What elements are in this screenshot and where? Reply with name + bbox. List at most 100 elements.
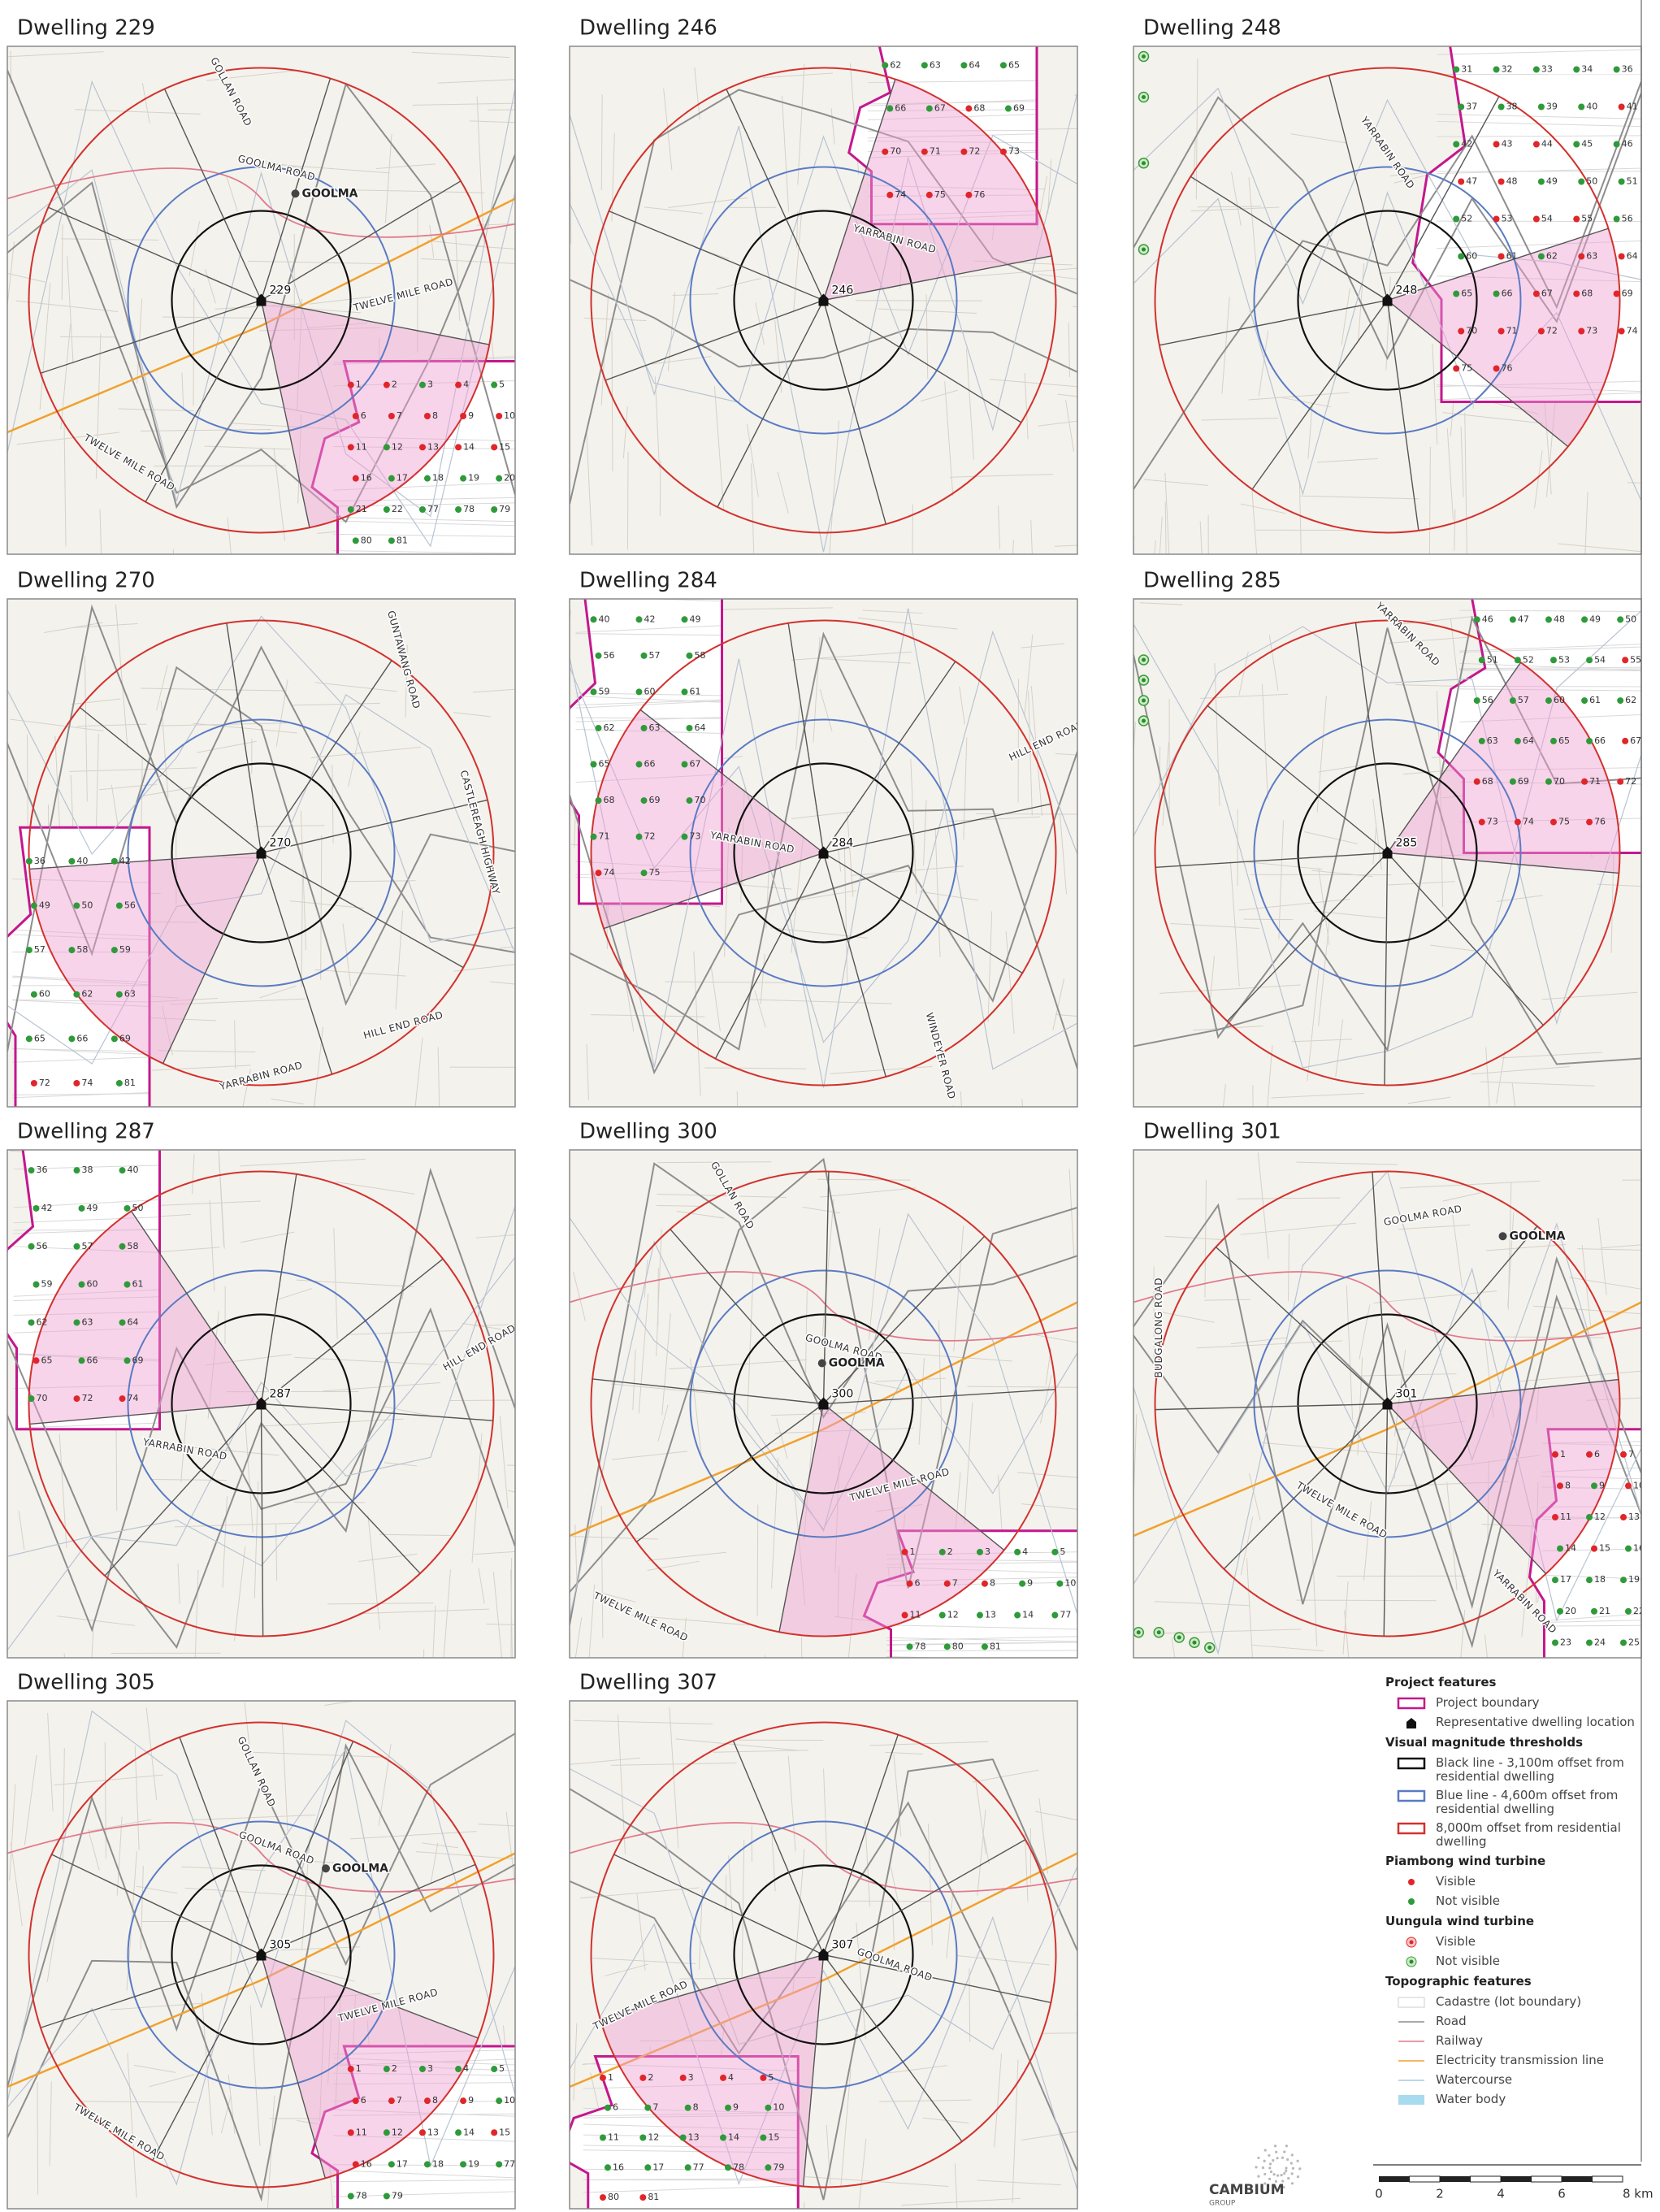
- turbine-not-visible: [460, 475, 466, 482]
- turbine-label: 18: [432, 473, 444, 484]
- turbine-not-visible: [119, 1167, 126, 1173]
- turbine-label: 65: [1558, 735, 1570, 746]
- uungula-turbine-core: [1157, 1630, 1161, 1634]
- turbine-label: 77: [693, 2162, 704, 2172]
- turbine-label: 9: [468, 410, 474, 421]
- turbine-label: 44: [1541, 139, 1553, 150]
- turbine-not-visible: [1453, 141, 1459, 148]
- legend-icon: [1385, 1954, 1436, 1969]
- turbine-label: 11: [910, 1610, 921, 1620]
- turbine-visible: [384, 382, 390, 388]
- turbine-label: 75: [934, 189, 946, 200]
- turbine-label: 57: [82, 1241, 93, 1251]
- turbine-not-visible: [1614, 216, 1620, 223]
- turbine-label: 69: [1622, 288, 1633, 299]
- turbine-label: 72: [644, 831, 656, 842]
- turbine-not-visible: [1019, 1581, 1025, 1587]
- legend-section-title: Project features: [1385, 1675, 1645, 1689]
- turbine-not-visible: [116, 902, 123, 909]
- turbine-visible: [1622, 738, 1628, 744]
- turbine-label: 66: [87, 1355, 98, 1365]
- turbine-not-visible: [1617, 697, 1623, 704]
- turbine-not-visible: [73, 991, 80, 998]
- uungula-turbine-core: [1137, 1630, 1141, 1634]
- turbine-label: 71: [1506, 326, 1518, 336]
- turbine-label: 40: [76, 856, 88, 866]
- turbine-label: 56: [1482, 695, 1493, 705]
- dwelling-label: 284: [832, 837, 854, 850]
- turbine-label: 63: [649, 722, 661, 733]
- legend-label: Project boundary: [1436, 1696, 1540, 1710]
- turbine-not-visible: [977, 1612, 983, 1619]
- legend-item: Road: [1385, 2015, 1645, 2029]
- turbine-not-visible: [419, 506, 426, 513]
- map-panel: 12345678910111213141516177778798081TWELV…: [560, 1701, 1153, 2212]
- turbine-not-visible: [455, 2066, 462, 2072]
- turbine-not-visible: [680, 2135, 687, 2141]
- turbine-label: 14: [463, 441, 475, 452]
- turbine-not-visible: [496, 2097, 502, 2104]
- turbine-label: 49: [1589, 614, 1601, 624]
- turbine-label: 64: [695, 722, 706, 733]
- turbine-not-visible: [1620, 1577, 1627, 1583]
- turbine-not-visible: [1586, 738, 1593, 744]
- turbine-not-visible: [384, 444, 390, 450]
- turbine-visible: [600, 2075, 606, 2081]
- turbine-label: 75: [1461, 363, 1472, 374]
- logo-dot: [1274, 2145, 1276, 2147]
- legend-label: Visible: [1436, 1875, 1476, 1889]
- dwelling-label: 229: [270, 284, 292, 297]
- turbine-not-visible: [1619, 179, 1625, 185]
- turbine-visible: [1458, 179, 1464, 185]
- turbine-label: 2: [392, 380, 397, 390]
- turbine-label: 1: [356, 2063, 362, 2074]
- turbine-label: 71: [1589, 776, 1601, 787]
- dwelling-label: 248: [1396, 284, 1418, 297]
- legend-item: 8,000m offset from residential dwelling: [1385, 1821, 1645, 1849]
- turbine-visible: [119, 1395, 126, 1402]
- turbine-label: 14: [1565, 1543, 1576, 1554]
- turbine-not-visible: [687, 725, 693, 731]
- map-panel: 364042495056575859606263656669727481GUNT…: [0, 599, 622, 1173]
- turbine-label: 54: [1541, 214, 1553, 224]
- turbine-label: 50: [1586, 176, 1597, 187]
- logo-dot: [1298, 2167, 1301, 2170]
- turbine-label: 7: [397, 410, 402, 421]
- turbine-visible: [1552, 1451, 1558, 1458]
- turbine-not-visible: [119, 1243, 126, 1250]
- turbine-visible: [1581, 779, 1588, 785]
- turbine-not-visible: [1474, 616, 1480, 622]
- legend-icon: [1385, 2015, 1436, 2029]
- turbine-visible: [496, 413, 502, 419]
- turbine-label: 36: [37, 1165, 48, 1175]
- turbine-label: 5: [1060, 1546, 1065, 1557]
- panel-title: Dwelling 248: [1143, 16, 1281, 41]
- turbine-label: 12: [1594, 1512, 1606, 1522]
- turbine-not-visible: [1545, 697, 1552, 704]
- dwelling-label: 307: [832, 1939, 854, 1952]
- turbine-not-visible: [1493, 67, 1500, 73]
- turbine-label: 48: [1506, 176, 1518, 187]
- turbine-not-visible: [682, 688, 688, 695]
- cadastre-line: [1296, 1600, 1436, 1601]
- logo-dot: [1297, 2175, 1299, 2178]
- turbine-not-visible: [907, 1643, 913, 1650]
- turbine-not-visible: [28, 1395, 35, 1402]
- logo-dot: [1268, 2178, 1271, 2180]
- turbine-visible: [944, 1581, 951, 1587]
- turbine-label: 60: [39, 989, 50, 1000]
- turbine-label: 1: [356, 380, 362, 390]
- turbine-label: 16: [361, 473, 372, 484]
- map-panel: 3132333436373839404142434445464748495051…: [1128, 37, 1660, 651]
- turbine-label: 61: [1589, 695, 1601, 705]
- legend-icon: [1385, 1894, 1436, 1909]
- turbine-label: 7: [652, 2102, 658, 2113]
- turbine-not-visible: [886, 106, 893, 112]
- turbine-not-visible: [760, 2135, 766, 2141]
- turbine-visible: [680, 2075, 687, 2081]
- turbine-label: 74: [895, 189, 906, 200]
- legend-label: Railway: [1436, 2034, 1483, 2048]
- turbine-label: 74: [128, 1393, 139, 1403]
- turbine-label: 10: [504, 2095, 515, 2106]
- turbine-not-visible: [720, 2135, 726, 2141]
